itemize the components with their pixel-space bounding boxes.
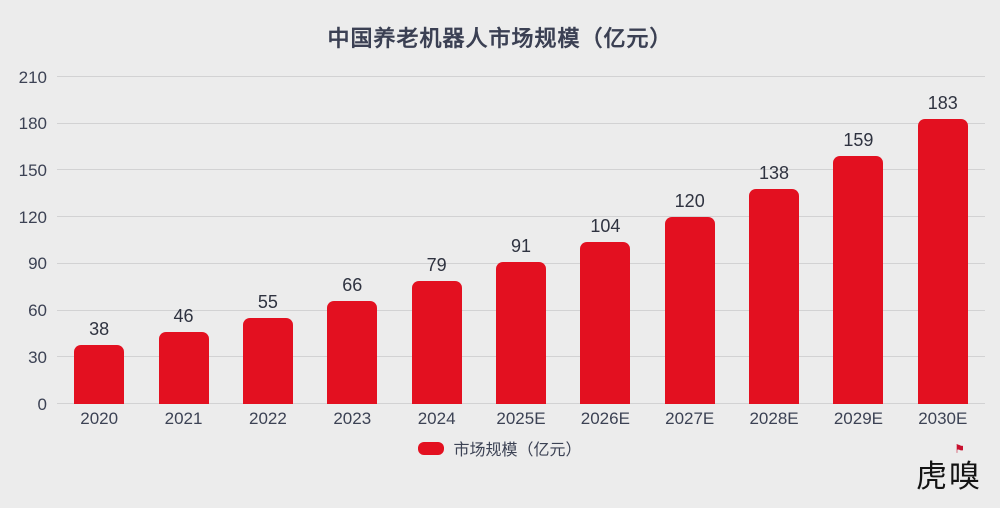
bar — [664, 217, 715, 404]
gridline — [57, 122, 985, 124]
bar — [242, 318, 293, 404]
bar-slot: 91 — [479, 77, 563, 404]
x-tick-label: 2025E — [496, 409, 546, 428]
bar-slot: 66 — [310, 77, 394, 404]
x-tick-label: 2030E — [918, 409, 968, 428]
plot-area: 38 46 55 66 79 91 104 120 138 159 183 — [57, 76, 985, 404]
y-tick-label: 180 — [18, 114, 47, 134]
bar-value-label: 91 — [510, 236, 531, 257]
gridline — [57, 216, 985, 218]
y-tick-label: 210 — [18, 67, 47, 87]
bar — [833, 156, 884, 404]
bar-value-label: 104 — [590, 216, 621, 237]
y-tick-label: 120 — [18, 207, 47, 227]
bar-value-label: 79 — [426, 255, 447, 275]
bar-value-label: 138 — [759, 163, 790, 184]
bar — [749, 189, 800, 404]
x-tick-label: 2021 — [164, 409, 203, 428]
x-tick-label: 2024 — [417, 409, 456, 428]
y-tick-label: 60 — [28, 301, 47, 321]
y-tick-label: 90 — [28, 254, 47, 274]
legend-marker-icon — [418, 441, 445, 455]
bar-slot: 120 — [648, 77, 732, 404]
bar-value-label: 183 — [927, 93, 958, 114]
huxiu-logo: 虎嗅 ⚑ — [916, 442, 982, 496]
bar-value-label: 66 — [342, 275, 363, 296]
gridline — [57, 169, 985, 171]
y-tick-label: 150 — [18, 160, 47, 180]
y-tick-label: 0 — [37, 394, 47, 414]
x-tick-label: 2028E — [749, 409, 799, 428]
bar-value-label: 120 — [674, 191, 705, 212]
x-tick-label: 2029E — [833, 409, 883, 428]
bar-slot: 79 — [394, 77, 478, 404]
bar — [580, 242, 631, 404]
x-tick-label: 2027E — [665, 409, 715, 428]
bar-value-label: 46 — [173, 306, 194, 327]
x-axis: 2020 2021 2022 2023 2024 2025E 2026E 2027E 2028E… — [57, 409, 985, 429]
x-tick-label: 2026E — [580, 409, 630, 428]
bar-slot: 38 — [57, 77, 141, 404]
bar — [411, 281, 462, 404]
y-axis: 0 30 60 90 120 150 180 210 — [0, 68, 47, 414]
bar-series: 38 46 55 66 79 91 104 120 138 159 183 — [57, 77, 985, 404]
bar-value-label: 159 — [843, 130, 874, 151]
bar — [327, 301, 378, 404]
bar-slot: 159 — [816, 77, 900, 404]
bar-value-label: 55 — [257, 292, 278, 313]
bar-slot: 55 — [226, 77, 310, 404]
x-tick-label: 2022 — [248, 409, 287, 428]
gridline — [57, 76, 985, 77]
legend: 市场规模（亿元） — [0, 436, 1000, 460]
chart-title: 中国养老机器人市场规模（亿元） — [327, 26, 673, 51]
y-tick-label: 30 — [28, 347, 47, 367]
logo-text: 虎嗅 — [916, 459, 982, 494]
bar — [74, 344, 125, 404]
bar — [158, 332, 209, 404]
bar-slot: 104 — [563, 77, 647, 404]
bar-value-label: 38 — [89, 318, 110, 339]
x-tick-label: 2023 — [333, 409, 372, 428]
bar-slot: 138 — [732, 77, 816, 404]
bar-slot: 183 — [901, 77, 985, 404]
bar — [917, 119, 968, 404]
bar-slot: 46 — [141, 77, 225, 404]
bar — [495, 262, 546, 404]
flag-icon: ⚑ — [954, 442, 967, 456]
legend-label: 市场规模（亿元） — [453, 442, 582, 459]
x-tick-label: 2020 — [80, 409, 119, 428]
